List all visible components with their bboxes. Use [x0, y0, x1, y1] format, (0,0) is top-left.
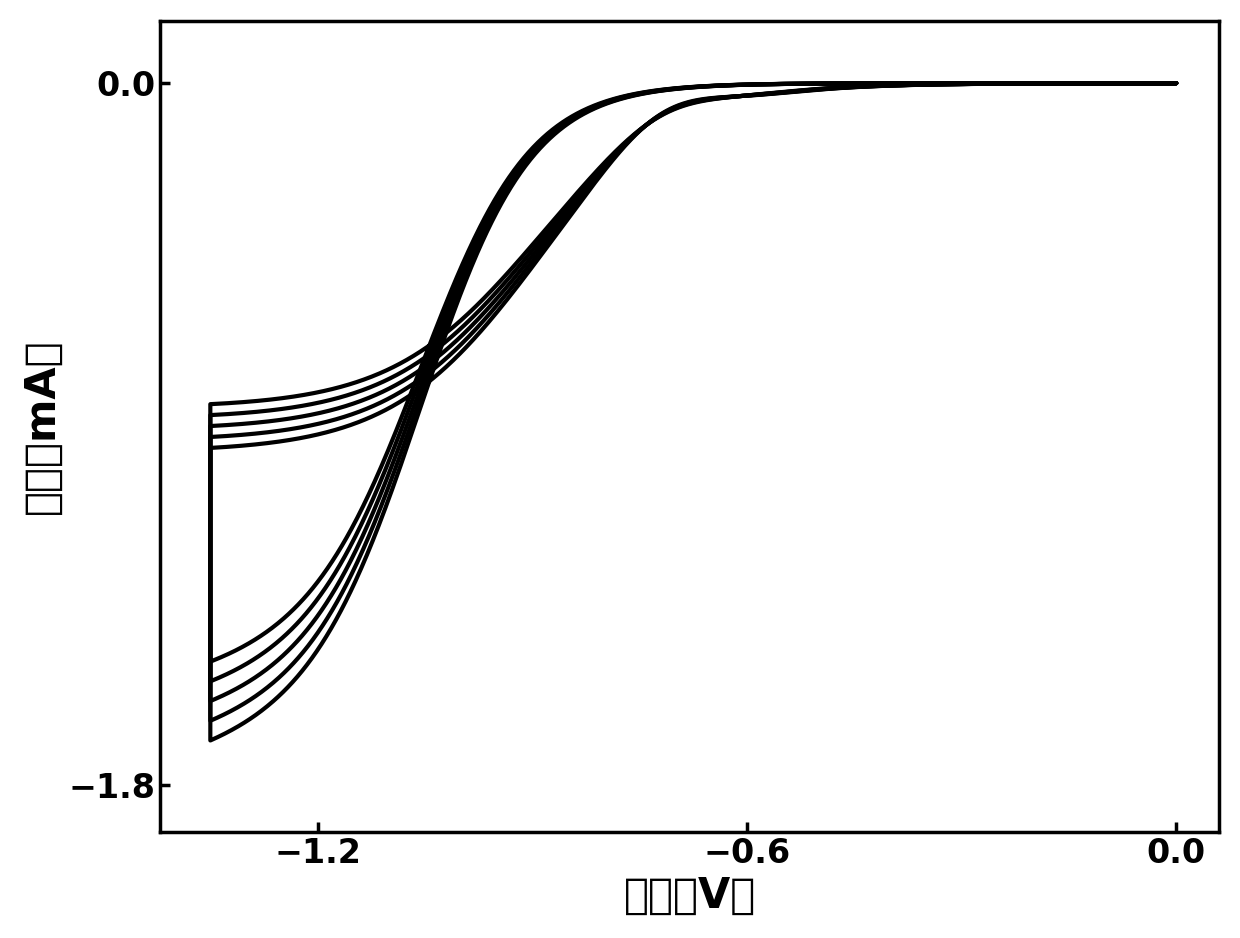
X-axis label: 电压（V）: 电压（V）: [624, 875, 756, 917]
Y-axis label: 电流（mA）: 电流（mA）: [21, 339, 63, 514]
